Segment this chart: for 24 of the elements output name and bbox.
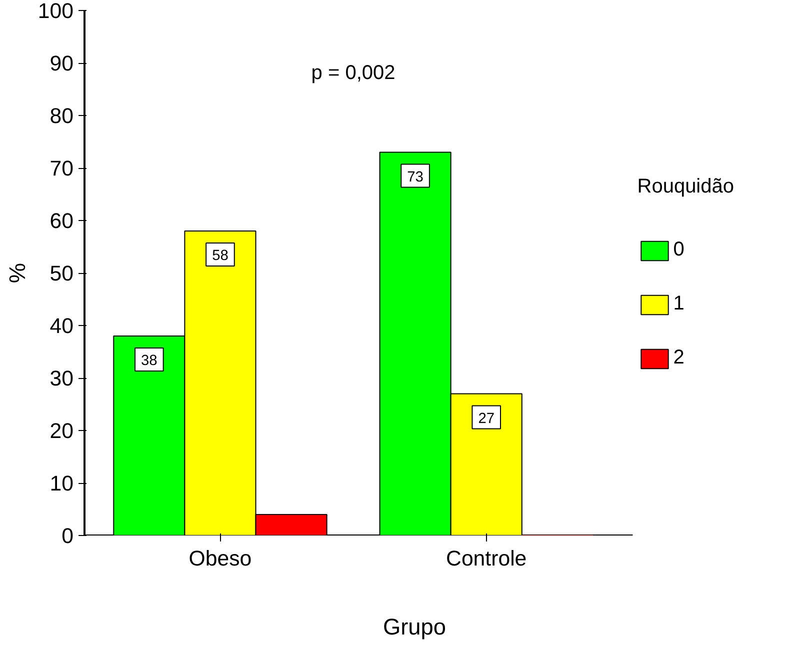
y-tick-label: 20	[50, 419, 74, 443]
y-tick-label: 90	[50, 52, 74, 76]
y-tick-label: 50	[50, 262, 74, 286]
legend-label: 1	[673, 292, 686, 316]
y-tick-label: 30	[50, 366, 74, 390]
data-label: 27	[478, 410, 495, 427]
legend-label: 2	[673, 346, 686, 370]
y-tick-label: 60	[50, 209, 74, 233]
y-tick-label: 10	[50, 472, 74, 496]
x-tick-label: Controle	[446, 546, 527, 570]
data-label: 73	[407, 169, 424, 186]
y-tick-label: 40	[50, 314, 74, 338]
legend-title: Rouquidão	[637, 175, 734, 198]
y-tick-label: 70	[50, 156, 74, 180]
x-axis-title: Grupo	[383, 614, 446, 640]
y-axis-title: %	[4, 262, 30, 284]
y-tick-label: 80	[50, 104, 74, 128]
legend-label: 0	[673, 238, 686, 262]
y-tick-label: 100	[38, 0, 74, 23]
x-tick-label: Obeso	[188, 546, 252, 570]
data-label: 38	[141, 353, 158, 369]
annotation: p = 0,002	[311, 62, 396, 84]
data-label: 58	[212, 248, 228, 264]
y-tick-label: 0	[62, 524, 74, 548]
